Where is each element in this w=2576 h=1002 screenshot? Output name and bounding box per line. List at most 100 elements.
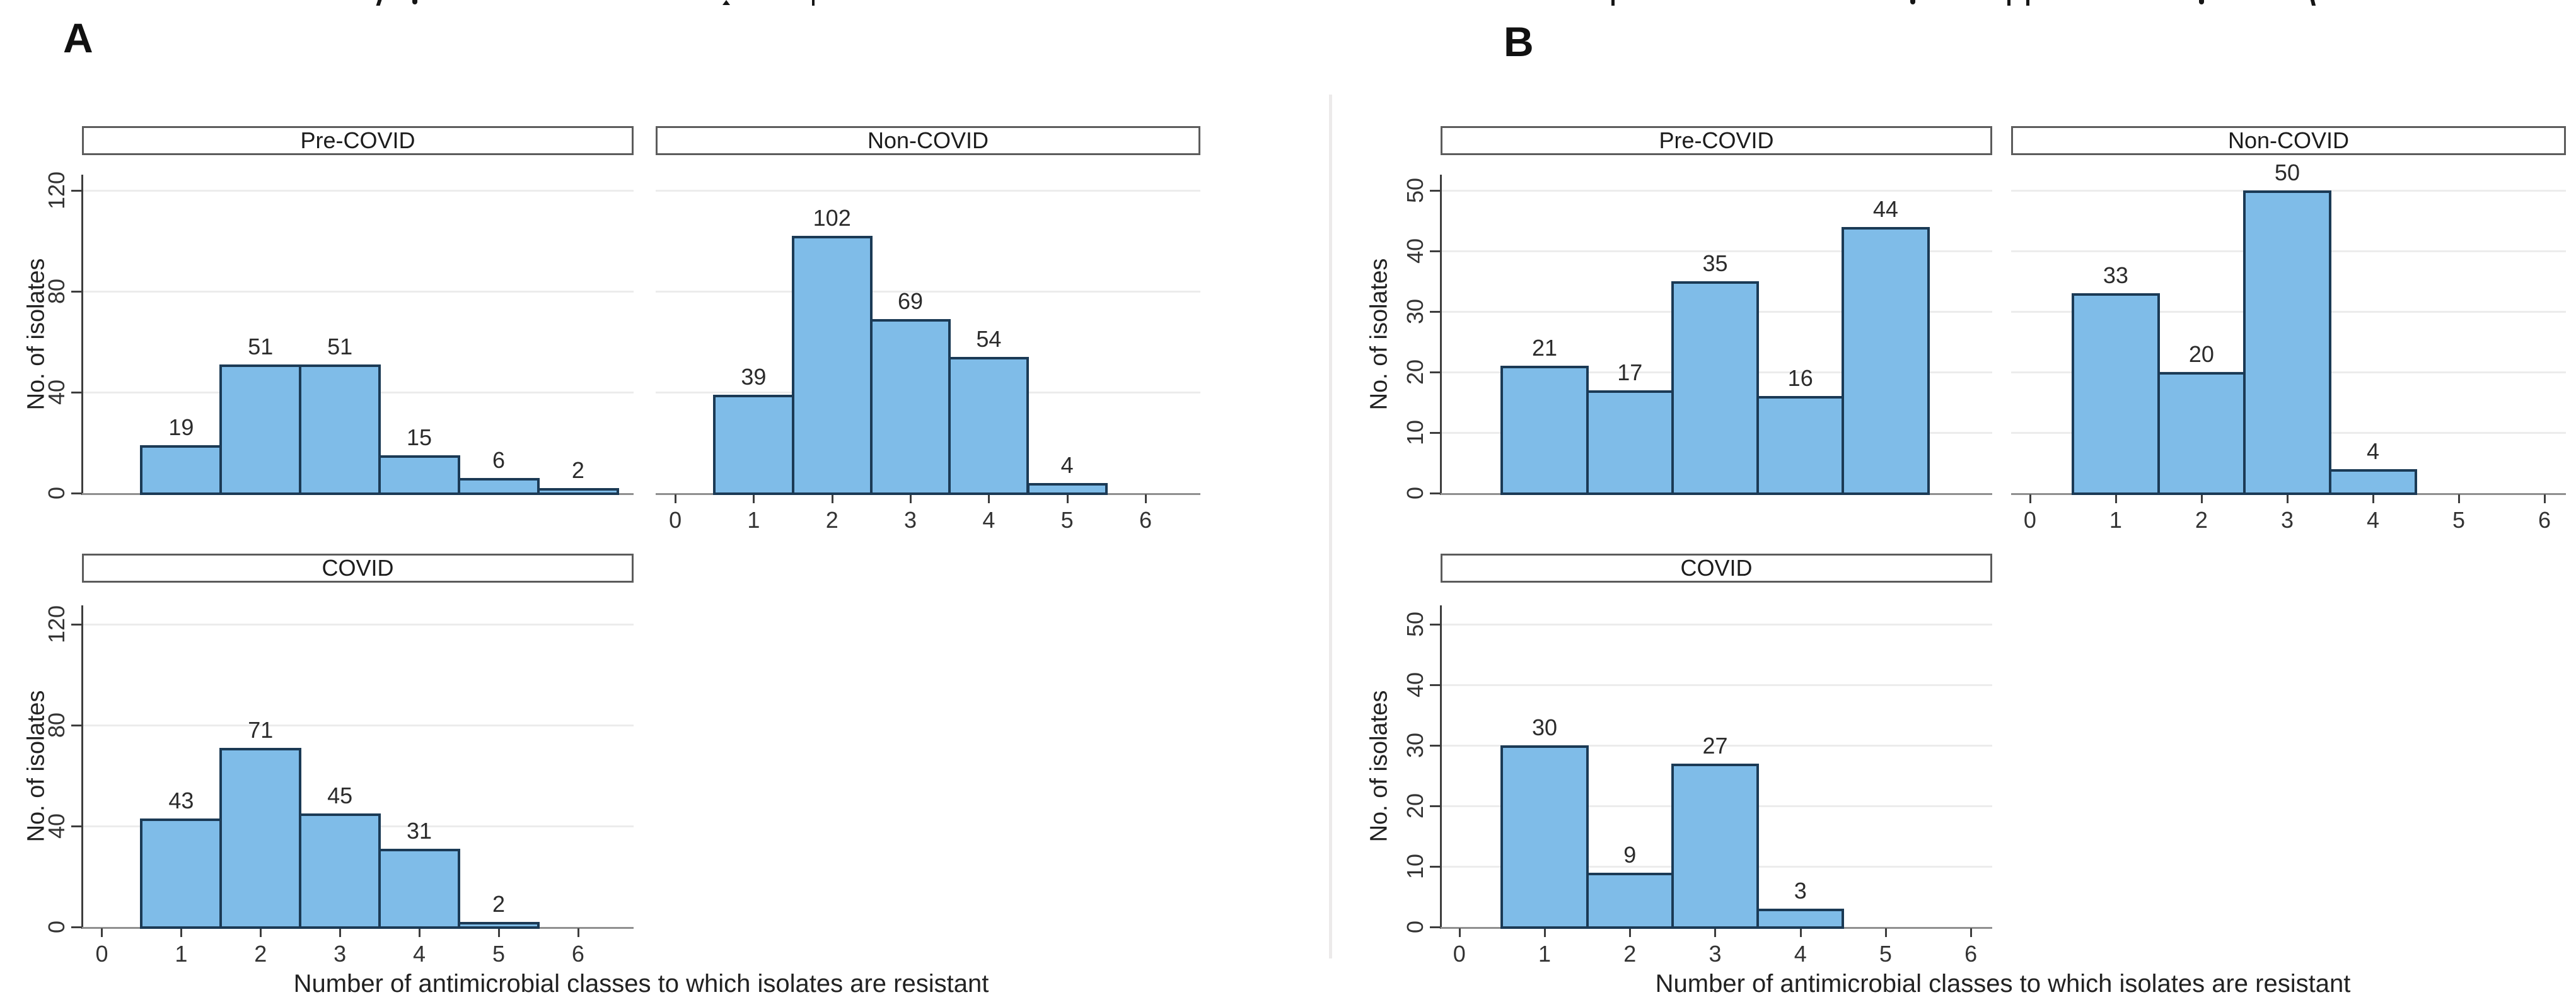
panel-a-pre-covid-gridline [82,190,634,192]
panel-b-covid-y-tick-label: 40 [1402,672,1428,698]
panel-b-covid-bar-value-x2: 9 [1623,841,1637,868]
panel-b-pre-covid-bar-x1 [1500,366,1589,495]
panel-b-pre-covid-y-axis-title: No. of isolates [1366,258,1393,410]
panel-b-covid-y-tick [1430,624,1441,626]
panel-a-covid-x-tick [260,928,262,937]
panel-b-covid-x-tick [1543,928,1546,937]
panel-b-pre-covid-y-tick [1430,432,1441,434]
panel-b-pre-covid-bar-x5 [1842,226,1930,495]
panel-a-non-covid-bar-value-x4: 54 [976,326,1002,352]
panel-a-x-axis-title: Number of antimicrobial classes to which… [293,970,989,998]
panel-a-covid-gridline [82,725,634,726]
panel-b-non-covid-x-tick [2029,494,2031,503]
panel-a-non-covid-bar-x2 [791,236,873,495]
cropped-title-fragment [1611,0,1615,6]
panel-a-covid-y-tick-label: 120 [44,605,69,644]
panel-b-non-covid-x-tick-label: 6 [2538,507,2551,533]
panel-b-covid-y-tick-label: 20 [1402,793,1428,819]
panel-b-non-covid-x-tick [2457,494,2460,503]
panel-b-covid-y-tick [1430,866,1441,868]
panel-a-pre-covid-bar-value-x3: 51 [327,334,353,359]
panel-b-non-covid-bar-x3 [2242,190,2331,495]
panel-a-non-covid-x-tick-label: 1 [747,507,760,533]
panel-b-covid-x-tick [1799,928,1802,937]
panel-a-covid-bar-x3 [299,813,381,929]
panel-b-non-covid-x-tick-label: 2 [2195,507,2208,533]
panel-b-pre-covid-y-axis [1440,175,1442,495]
panel-a-non-covid-x-tick [675,494,677,503]
panel-a-pre-covid-bar-value-x6: 2 [571,457,584,483]
panel-b-covid-bar-value-x4: 3 [1794,878,1807,904]
panel-a-covid-y-axis [81,605,83,929]
cropped-title-fragment [812,0,815,6]
panel-b-covid-x-tick-label: 0 [1453,941,1466,967]
panel-a-non-covid-bar-x5 [1026,483,1108,495]
panel-b-pre-covid-y-tick [1430,492,1441,494]
panel-a-pre-covid-bar-x2 [219,364,302,495]
panel-b-covid-y-axis [1440,605,1442,929]
panel-b-covid-y-axis-title: No. of isolates [1366,690,1393,842]
panel-b-pre-covid-gridline [1441,190,1992,192]
cropped-title-fragment [376,0,382,6]
panel-b-covid-x-tick [1884,928,1887,937]
panel-b-non-covid-x-tick [2286,494,2289,503]
panel-b-covid-x-tick [1458,928,1461,937]
panel-b-covid-x-tick-label: 1 [1538,941,1551,967]
panel-a-covid-bar-x4 [378,849,460,929]
panel-a-non-covid-gridline [656,190,1200,192]
panel-a-pre-covid-bar-value-x2: 51 [248,334,274,359]
cropped-title-fragment [412,0,417,4]
panel-b-pre-covid-y-tick-label: 40 [1402,238,1428,264]
panel-b-pre-covid-y-tick [1430,371,1441,373]
panel-a-pre-covid-bar-x6 [537,488,619,495]
panel-b-covid-bar-x2 [1586,872,1674,929]
panel-b-non-covid-x-tick [2372,494,2374,503]
panel-b-non-covid-x-tick [2115,494,2117,503]
panel-a-pre-covid-y-tick-label: 0 [44,486,69,500]
panel-a-pre-covid-y-tick [71,291,82,293]
panel-a-covid-bar-value-x5: 2 [492,891,505,917]
panel-a-covid-bar-value-x2: 71 [248,717,274,743]
panel-a-non-covid-x-tick [988,494,990,503]
panel-b-covid-y-tick [1430,805,1441,807]
panel-a-non-covid-bar-value-x2: 102 [813,205,851,231]
panel-b-non-covid-x-tick-label: 3 [2280,507,2294,533]
panel-a-covid-bar-x1 [140,818,223,929]
panel-a-covid-x-tick-label: 3 [334,941,347,967]
panel-b-pre-covid-y-tick-label: 30 [1402,298,1428,325]
panel-b-pre-covid-y-tick [1430,311,1441,313]
panel-b-covid-bar-x4 [1756,909,1845,929]
panel-a-pre-covid-bar-x1 [140,445,223,495]
panel-b-x-axis-title: Number of antimicrobial classes to which… [1655,970,2351,998]
panel-b-non-covid-x-tick-label: 0 [2023,507,2036,533]
panel-b-non-covid-x-tick-label: 5 [2452,507,2465,533]
panel-b-non-covid-bar-x1 [2071,293,2160,495]
panel-b-covid-x-tick-label: 6 [1964,941,1978,967]
panel-a-pre-covid-gridline [82,291,634,293]
panel-a-pre-covid-bar-x5 [458,478,540,495]
panel-a-covid-x-tick-label: 6 [571,941,584,967]
panel-b-non-covid-x-tick-label: 4 [2366,507,2379,533]
panel-a-non-covid-bar-value-x3: 69 [897,288,924,314]
panel-b-covid-title: COVID [1441,554,1992,583]
panel-b-pre-covid-bar-value-x5: 44 [1872,195,1898,222]
panel-b-pre-covid-bar-x4 [1756,396,1845,495]
panel-a-covid-x-tick-label: 0 [95,941,108,967]
panel-a-covid-x-tick [497,928,500,937]
panel-b-covid-y-tick [1430,745,1441,747]
panel-b-non-covid-bar-value-x4: 4 [2366,438,2379,464]
panel-b-pre-covid-bar-value-x3: 35 [1702,250,1728,276]
panel-a-non-covid-bar-x1 [713,395,794,495]
panel-b-covid-bar-value-x3: 27 [1702,732,1728,759]
panel-a-non-covid-x-tick [1066,494,1069,503]
panel-a-covid-gridline [82,624,634,626]
panel-a-covid-x-tick [180,928,183,937]
panel-b-pre-covid-bar-value-x1: 21 [1531,335,1558,361]
panel-a-covid-y-tick-label: 0 [44,920,69,934]
panel-a-covid-bar-value-x1: 43 [168,788,194,813]
panel-b-covid-y-tick-label: 50 [1402,611,1428,638]
panel-b-pre-covid-y-tick-label: 10 [1402,419,1428,446]
panel-a-covid-y-tick [71,624,82,626]
panel-b-non-covid-title: Non-COVID [2011,126,2566,155]
cropped-title-fragment [722,0,730,5]
